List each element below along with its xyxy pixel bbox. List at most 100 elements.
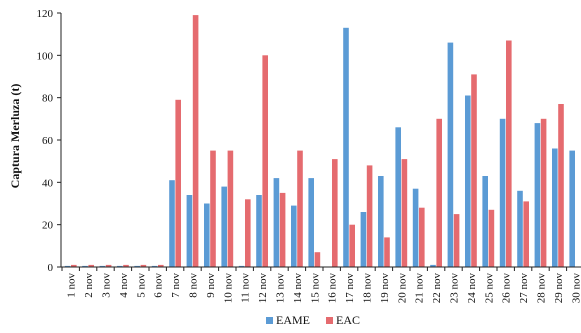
x-tick-label: 24 nov [466, 273, 478, 304]
bar-eame [134, 265, 140, 267]
bar-eac [123, 264, 129, 267]
bar-eac [506, 40, 512, 267]
y-axis: 0 20 40 60 80 100 120 [37, 8, 61, 274]
bar-eac [384, 237, 390, 267]
x-tick-label: 29 nov [553, 273, 565, 304]
y-tick-label: 120 [37, 8, 54, 20]
bar-eac [471, 74, 477, 268]
bar-eame [569, 150, 575, 267]
x-tick-label: 17 nov [344, 273, 356, 304]
x-tick-label: 16 nov [327, 273, 339, 304]
x-tick-label: 19 nov [379, 273, 391, 304]
bar-eac [401, 159, 408, 267]
bar-eame [151, 265, 158, 267]
bar-eac [419, 207, 425, 267]
x-tick-label: 28 nov [536, 273, 548, 304]
bar-eac [262, 55, 268, 267]
bar-eac [88, 264, 94, 267]
bar-eac [523, 201, 529, 267]
bar-eame [343, 27, 349, 267]
x-tick-label: 27 nov [518, 273, 530, 304]
y-tick-label: 20 [42, 220, 54, 232]
bar-eame [395, 127, 401, 267]
bar-eac [349, 224, 355, 267]
x-tick-label: 9 nov [205, 273, 217, 298]
bar-eame [552, 148, 558, 267]
bar-eac [175, 99, 181, 267]
bar-eac [245, 199, 251, 267]
bar-eac [332, 159, 338, 267]
bar-eac [279, 192, 286, 267]
bar-eame [447, 42, 454, 267]
x-tick-label: 3 nov [101, 273, 113, 298]
bar-eame [482, 176, 488, 267]
bar-eac [540, 118, 547, 267]
bar-eame [169, 180, 175, 267]
bar-eac [210, 150, 216, 267]
y-tick-label: 40 [42, 177, 54, 189]
bar-eame [221, 186, 227, 267]
x-tick-label: 10 nov [222, 273, 234, 304]
bar-eac [558, 104, 564, 267]
legend-label-eame: EAME [276, 313, 310, 327]
y-tick-label: 80 [42, 93, 54, 105]
bar-eame [238, 265, 245, 267]
bar-eame [256, 195, 262, 267]
y-tick-label: 100 [37, 50, 54, 62]
bar-eac [297, 150, 303, 267]
bar-eame [273, 178, 280, 267]
bar-eame [499, 118, 506, 267]
bar-eac [227, 150, 234, 267]
y-axis-title: Captura Merluza (t) [8, 84, 22, 189]
bar-eame [465, 95, 471, 267]
bar-eac [366, 165, 373, 267]
x-tick-label: 4 nov [118, 273, 130, 298]
x-tick-label: 1 nov [66, 273, 78, 298]
bar-eac [105, 264, 112, 267]
bar-eac [453, 214, 460, 267]
x-tick-label: 13 nov [275, 273, 287, 304]
bar-eac [314, 252, 321, 267]
bar-eac [436, 118, 442, 267]
bar-eac [158, 264, 164, 267]
x-tick-label: 22 nov [431, 273, 443, 304]
x-tick-label: 18 nov [362, 273, 374, 304]
x-tick-label: 14 nov [292, 273, 304, 304]
bar-eac [140, 264, 147, 267]
legend-swatch-eame [266, 317, 273, 324]
x-tick-label: 25 nov [483, 273, 495, 304]
bar-eame [117, 265, 123, 267]
x-tick-label: 7 nov [170, 273, 182, 298]
x-tick-label: 20 nov [396, 273, 408, 304]
bar-eame [308, 178, 314, 267]
bar-eame [517, 190, 523, 267]
bar-eame [430, 264, 436, 267]
x-tick-label: 30 nov [570, 273, 581, 304]
y-tick-label: 60 [42, 135, 54, 147]
x-tick-label: 5 nov [135, 273, 147, 298]
bar-eame [99, 265, 106, 267]
bar-eame [82, 265, 88, 267]
bar-eame [291, 205, 297, 267]
bar-eame [534, 123, 541, 267]
bar-eame [378, 176, 384, 267]
bar-eame [360, 212, 367, 267]
bar-eac [192, 15, 199, 267]
x-tick-label: 12 nov [257, 273, 269, 304]
bar-eame [412, 188, 419, 267]
bars-group [64, 15, 575, 268]
x-tick-label: 6 nov [153, 273, 165, 298]
legend-label-eac: EAC [336, 313, 360, 327]
bar-eac [488, 209, 495, 267]
bar-eame [204, 203, 210, 267]
bar-eame [64, 265, 71, 267]
x-tick-label: 2 nov [83, 273, 95, 298]
bar-eac [71, 264, 77, 267]
x-tick-label: 21 nov [414, 273, 426, 304]
y-tick-label: 0 [48, 262, 54, 274]
bar-eame [186, 195, 193, 267]
x-tick-label: 15 nov [309, 273, 321, 304]
legend: EAME EAC [266, 313, 360, 327]
x-tick-label: 23 nov [449, 273, 461, 304]
